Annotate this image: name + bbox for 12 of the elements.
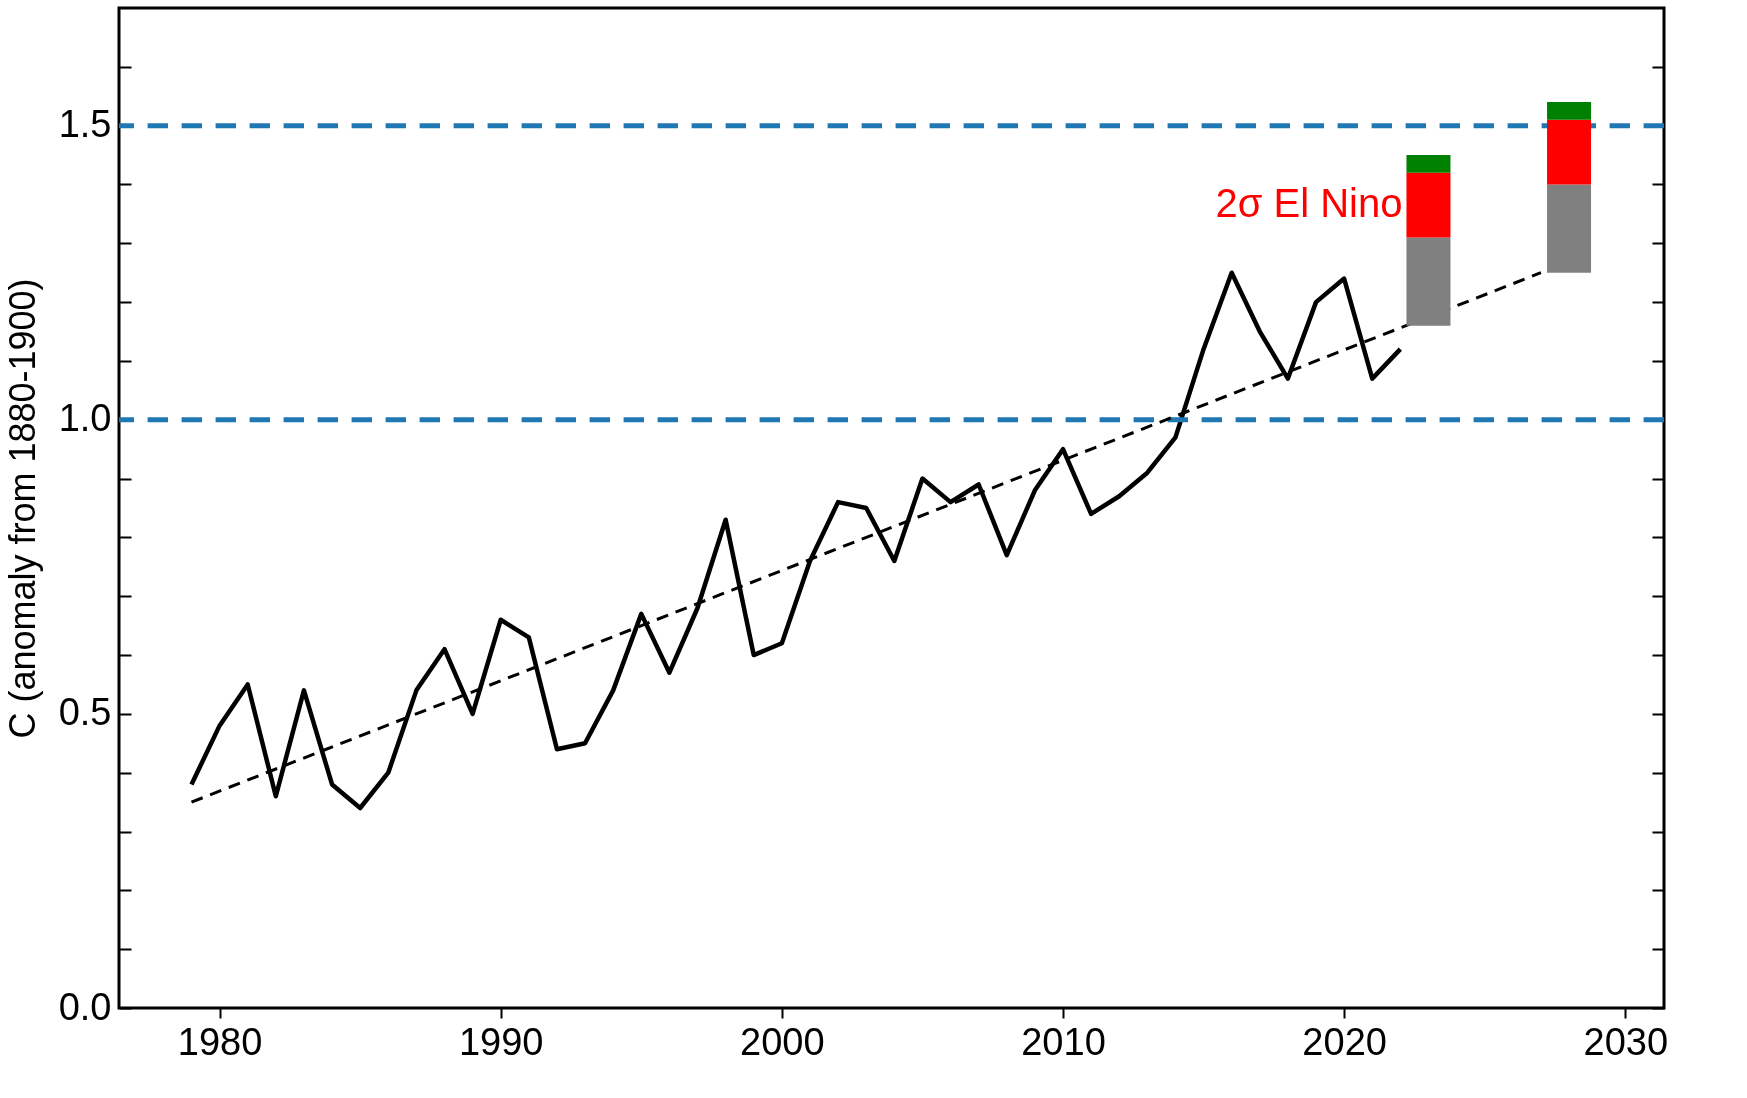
x-tick-label: 2000 — [740, 1020, 825, 1063]
x-tick-label: 2010 — [1021, 1020, 1106, 1063]
y-tick-label: 1.5 — [58, 103, 112, 146]
x-tick-label: 2030 — [1583, 1020, 1669, 1063]
x-tick-label: 1990 — [458, 1020, 544, 1063]
annotation: 2σ El Nino — [1215, 181, 1403, 226]
y-axis-title: C (anomaly from 1880-1900) — [1, 278, 43, 739]
x-tick-label: 2020 — [1302, 1020, 1387, 1063]
y-tick-label: 0.5 — [58, 691, 112, 734]
y-tick-label: 0.0 — [58, 985, 112, 1028]
y-tick-label: 1.0 — [58, 397, 112, 440]
x-tick-label: 1980 — [177, 1020, 263, 1063]
